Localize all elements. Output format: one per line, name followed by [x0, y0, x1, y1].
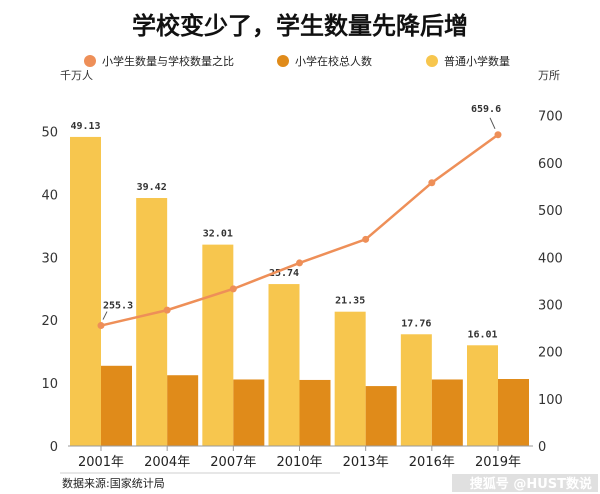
legend-marker-1 [84, 55, 96, 67]
ratio-point [428, 179, 436, 187]
left-tick-2: 20 [41, 314, 58, 329]
legend-label-3: 普通小学数量 [444, 54, 510, 68]
right-tick-3: 300 [538, 298, 563, 313]
left-tick-3: 30 [41, 251, 58, 266]
right-tick-1: 100 [538, 393, 563, 408]
watermark: 搜狐号 @HUST数说 [470, 476, 592, 492]
label-pointer-first [102, 311, 108, 320]
x-tick-label: 2016年 [409, 455, 455, 470]
bar-value-label: 49.13 [70, 121, 100, 132]
ratio-point [163, 306, 171, 314]
x-tick-label: 2013年 [343, 455, 389, 470]
x-tick-label: 2004年 [144, 455, 190, 470]
bar-primary-school-count [268, 284, 300, 446]
bar-value-label: 21.35 [335, 296, 365, 307]
right-tick-7: 700 [538, 110, 563, 125]
x-tick-label: 2007年 [210, 455, 256, 470]
bar-value-label: 39.42 [137, 182, 167, 193]
right-axis-unit: 万所 [538, 69, 560, 82]
bar-student-total [233, 379, 265, 446]
right-axis: 0 100 200 300 400 500 600 700 [538, 110, 563, 455]
label-pointer-last [489, 117, 496, 129]
chart-title: 学校变少了，学生数量先降后增 [132, 11, 468, 40]
watermark-backdrop [452, 474, 598, 492]
ratio-point [494, 131, 502, 139]
x-tick-label: 2019年 [475, 455, 521, 470]
ratio-label-last: 659.6 [471, 104, 501, 115]
ratio-point [229, 285, 237, 293]
bar-primary-school-count [467, 345, 498, 446]
bar-value-label: 16.01 [467, 329, 497, 340]
ratio-point [362, 235, 370, 243]
ratio-point [97, 322, 105, 330]
bar-student-total [299, 379, 331, 446]
legend: 小学生数量与学校数量之比 小学在校总人数 普通小学数量 [84, 54, 510, 68]
left-tick-4: 40 [41, 188, 58, 203]
legend-label-2: 小学在校总人数 [295, 54, 372, 68]
bar-student-total [498, 378, 529, 446]
bar-student-total [101, 365, 132, 446]
bar-student-total [167, 375, 199, 446]
right-tick-5: 500 [538, 204, 563, 219]
right-tick-0: 0 [538, 440, 546, 455]
right-tick-2: 200 [538, 346, 563, 361]
left-tick-0: 0 [50, 440, 58, 455]
left-axis: 0 10 20 30 40 50 [41, 125, 58, 455]
bar-student-total [365, 386, 397, 446]
legend-label-1: 小学生数量与学校数量之比 [102, 54, 234, 68]
legend-marker-2 [277, 55, 289, 67]
right-tick-6: 600 [538, 157, 563, 172]
legend-marker-3 [426, 55, 438, 67]
bar-primary-school-count [334, 311, 366, 446]
source-note: 数据来源:国家统计局 [62, 476, 165, 490]
bar-primary-school-count [400, 334, 432, 446]
left-tick-1: 10 [41, 377, 58, 392]
x-tick-label: 2001年 [78, 455, 124, 470]
ratio-label-first: 255.3 [103, 301, 133, 312]
bar-layer: 49.13 39.42 32.01 25.74 21.35 17.76 16.01 [70, 121, 529, 446]
bar-value-label: 32.01 [203, 229, 233, 240]
line-layer: 255.3 659.6 [97, 104, 502, 330]
bar-value-label: 25.74 [269, 268, 299, 279]
bar-student-total [431, 379, 463, 446]
left-axis-unit: 千万人 [60, 69, 93, 82]
bar-primary-school-count [70, 136, 101, 446]
x-tick-label: 2010年 [276, 455, 322, 470]
left-tick-5: 50 [41, 125, 58, 140]
bar-primary-school-count [136, 198, 168, 446]
x-axis: 2001年 2004年 2007年 2010年 2013年 2016年 2019年 [78, 446, 521, 470]
ratio-point [296, 259, 303, 267]
right-tick-4: 400 [538, 251, 563, 266]
bar-primary-school-count [202, 244, 234, 446]
bar-value-label: 17.76 [401, 318, 431, 329]
